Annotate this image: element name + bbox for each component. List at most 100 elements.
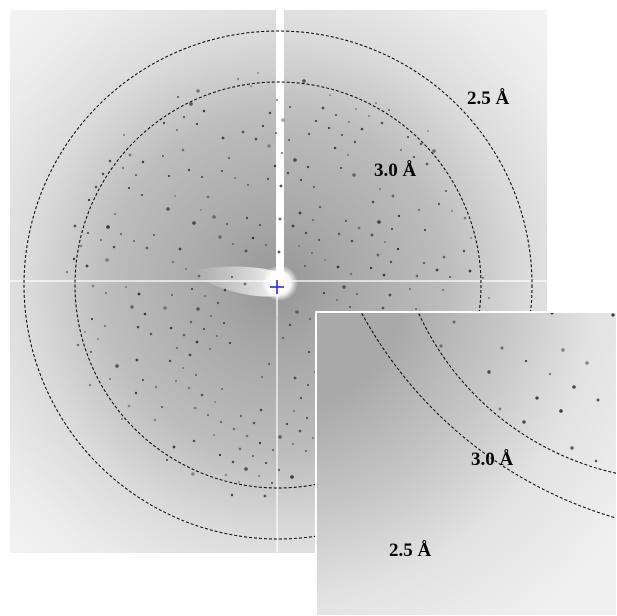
diffraction-spot: [388, 293, 392, 297]
diffraction-spot: [167, 174, 171, 178]
diffraction-spot: [189, 320, 193, 324]
diffraction-spot: [251, 236, 255, 240]
diffraction-spot: [311, 436, 315, 440]
diffraction-spot: [94, 185, 98, 189]
diffraction-spot: [135, 358, 139, 362]
main-ring-label-2-5: 2.5 Å: [467, 88, 510, 109]
diffraction-spot: [245, 216, 249, 220]
diffraction-spot: [163, 306, 167, 310]
diffraction-spot: [202, 327, 206, 331]
diffraction-spot: [189, 102, 193, 106]
diffraction-spot: [79, 244, 83, 248]
diffraction-spot: [196, 89, 200, 93]
diffraction-spot: [470, 237, 472, 239]
diffraction-spot: [329, 94, 331, 96]
diffraction-spot: [220, 169, 224, 173]
diffraction-spot: [251, 454, 255, 458]
diffraction-spot: [422, 261, 426, 265]
diffraction-spot: [232, 243, 234, 245]
diffraction-spot: [412, 155, 416, 159]
diffraction-spot: [360, 127, 364, 131]
diffraction-spot: [293, 376, 297, 380]
diffraction-spot: [84, 331, 86, 333]
diffraction-spot: [335, 114, 337, 116]
diffraction-spot: [76, 343, 80, 347]
diffraction-spot: [182, 367, 184, 369]
diffraction-spot: [376, 253, 380, 257]
diffraction-spot: [333, 146, 337, 150]
diffraction-spot: [324, 259, 326, 261]
diffraction-spot: [276, 99, 278, 101]
diffraction-spot: [309, 318, 311, 320]
diffraction-spot: [488, 297, 490, 299]
diffraction-spot: [408, 287, 412, 291]
diffraction-spot: [244, 249, 248, 253]
inset-diffraction-spot: [498, 407, 502, 411]
diffraction-spot: [252, 421, 256, 425]
diffraction-spot: [166, 207, 170, 211]
diffraction-spot: [311, 252, 313, 254]
diffraction-spot: [307, 350, 311, 354]
diffraction-spot: [210, 315, 212, 317]
diffraction-spot: [271, 448, 275, 452]
diffraction-spot: [277, 468, 281, 472]
diffraction-spot: [86, 231, 90, 235]
diffraction-spot: [216, 301, 220, 305]
diffraction-spot: [100, 239, 102, 241]
diffraction-spot: [238, 481, 240, 483]
diffraction-spot: [256, 71, 260, 75]
diffraction-spot: [182, 333, 186, 337]
diffraction-spot: [232, 427, 236, 431]
diffraction-spot: [176, 95, 180, 99]
inset-diffraction-spot: [439, 344, 443, 348]
diffraction-spot: [112, 245, 116, 249]
diffraction-spot: [175, 380, 177, 382]
diffraction-spot: [384, 241, 386, 243]
diffraction-spot: [137, 292, 141, 296]
diffraction-spot: [442, 289, 444, 291]
inset-diffraction-spot: [594, 459, 598, 463]
diffraction-spot: [312, 185, 316, 189]
inset-ring-label-2-5: 2.5 Å: [389, 540, 432, 561]
diffraction-spot: [181, 148, 185, 152]
diffraction-spot: [105, 258, 109, 262]
inset-diffraction-spot: [596, 398, 600, 402]
diffraction-spot: [236, 77, 240, 81]
diffraction-spot: [350, 239, 354, 243]
diffraction-spot: [97, 338, 99, 340]
diffraction-spot: [317, 238, 321, 242]
diffraction-spot: [357, 226, 361, 230]
diffraction-spot: [174, 195, 176, 197]
diffraction-spot: [175, 128, 179, 132]
diffraction-spot: [127, 186, 131, 190]
diffraction-spot: [397, 214, 401, 218]
diffraction-spot: [258, 475, 260, 477]
diffraction-spot: [304, 231, 308, 235]
inset-diffraction-spot: [611, 313, 615, 317]
inset-diffraction-spot: [535, 396, 539, 400]
diffraction-spot: [141, 378, 145, 382]
diffraction-spot: [290, 475, 294, 479]
diffraction-spot: [114, 213, 116, 215]
inset-diffraction-spots: [439, 312, 615, 463]
diffraction-spot: [134, 173, 138, 177]
diffraction-spot: [230, 493, 234, 497]
diffraction-spot: [314, 119, 318, 123]
inset-diffraction-spot: [572, 385, 576, 389]
diffraction-spot: [299, 396, 303, 400]
diffraction-spot: [171, 260, 175, 264]
diffraction-spot: [250, 85, 252, 87]
diffraction-spot: [286, 171, 290, 175]
inset-background: [316, 312, 617, 616]
diffraction-spot: [141, 160, 145, 164]
diffraction-spot: [307, 132, 311, 136]
diffraction-spot: [273, 164, 277, 168]
diffraction-spot: [89, 350, 93, 354]
inset-diffraction-spot: [500, 346, 504, 350]
diffraction-spot: [187, 168, 191, 172]
diffraction-spot: [213, 434, 215, 436]
inset-diffraction-spot: [548, 372, 552, 376]
diffraction-spot: [165, 458, 169, 462]
diffraction-spot: [380, 121, 384, 125]
